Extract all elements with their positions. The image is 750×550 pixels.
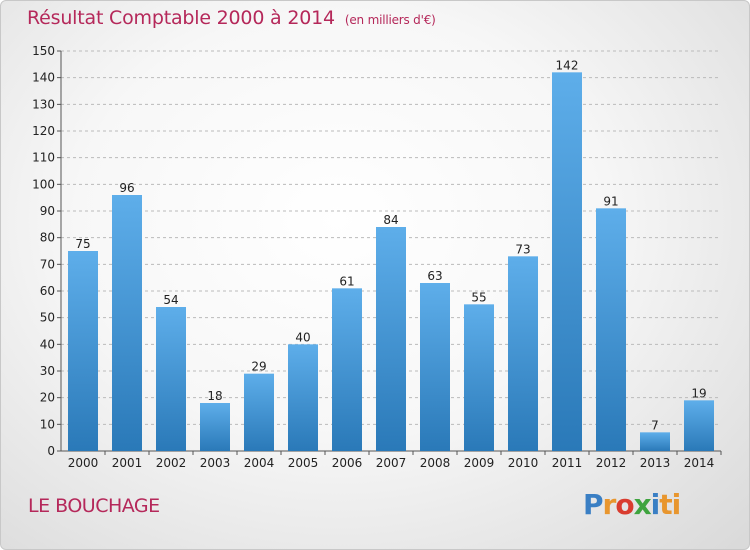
y-tick-label: 0 xyxy=(47,444,55,458)
bar-2007 xyxy=(376,227,406,451)
y-tick-label: 70 xyxy=(40,257,55,271)
bar-2012 xyxy=(596,208,626,451)
x-tick-label-2013: 2013 xyxy=(640,456,671,470)
value-label-2009: 55 xyxy=(471,290,486,304)
x-tick-label-2008: 2008 xyxy=(420,456,451,470)
bar-2006 xyxy=(332,288,362,451)
value-label-2000: 75 xyxy=(75,237,90,251)
x-tick-label-2004: 2004 xyxy=(244,456,275,470)
value-label-2005: 40 xyxy=(295,330,310,344)
bar-2014 xyxy=(684,400,714,451)
y-tick-label: 40 xyxy=(40,337,55,351)
value-label-2002: 54 xyxy=(163,293,178,307)
bar-2008 xyxy=(420,283,450,451)
value-label-2011: 142 xyxy=(556,58,579,72)
value-label-2013: 7 xyxy=(651,418,659,432)
x-tick-label-2005: 2005 xyxy=(288,456,319,470)
bar-2001 xyxy=(112,195,142,451)
bar-2013 xyxy=(640,432,670,451)
x-tick-label-2007: 2007 xyxy=(376,456,407,470)
bar-2000 xyxy=(68,251,98,451)
x-tick-label-2002: 2002 xyxy=(156,456,187,470)
tick-labels: 0 10 20 30 40 50 60 70 80 90 100 110 120 130 140 150 200… xyxy=(32,44,714,470)
x-tick-label-2006: 2006 xyxy=(332,456,363,470)
x-tick-label-2014: 2014 xyxy=(684,456,715,470)
y-tick-label: 140 xyxy=(32,71,55,85)
y-tick-label: 90 xyxy=(40,204,55,218)
location-name: LE BOUCHAGE xyxy=(28,495,160,517)
value-labels: 75 96 54 18 29 40 61 84 63 55 73 142 91 7 19 xyxy=(75,58,706,432)
bar-2003 xyxy=(200,403,230,451)
x-tick-label-2010: 2010 xyxy=(508,456,539,470)
x-tick-label-2003: 2003 xyxy=(200,456,231,470)
bar-2002 xyxy=(156,307,186,451)
y-tick-label: 60 xyxy=(40,284,55,298)
y-tick-label: 50 xyxy=(40,311,55,325)
chart-title-text: Résultat Comptable 2000 à 2014 xyxy=(27,7,335,29)
bar-2009 xyxy=(464,304,494,451)
x-tick-label-2001: 2001 xyxy=(112,456,143,470)
x-tick-label-2009: 2009 xyxy=(464,456,495,470)
y-tick-label: 120 xyxy=(32,124,55,138)
y-tick-label: 80 xyxy=(40,231,55,245)
y-tick-label: 100 xyxy=(32,177,55,191)
y-tick-label: 110 xyxy=(32,151,55,165)
y-tick-label: 20 xyxy=(40,391,55,405)
bar-2011 xyxy=(552,72,582,451)
bar-2010 xyxy=(508,256,538,451)
bar-2004 xyxy=(244,373,274,451)
chart-title: Résultat Comptable 2000 à 2014 (en millie… xyxy=(27,7,436,29)
proxiti-logo: Proxiti xyxy=(583,488,681,521)
value-label-2010: 73 xyxy=(515,242,530,256)
value-label-2006: 61 xyxy=(339,274,354,288)
y-tick-label: 150 xyxy=(32,44,55,58)
value-label-2012: 91 xyxy=(603,194,618,208)
bars xyxy=(68,72,714,451)
value-label-2003: 18 xyxy=(207,389,222,403)
value-label-2014: 19 xyxy=(691,386,706,400)
chart-unit: (en milliers d'€) xyxy=(344,13,436,27)
x-tick-label-2000: 2000 xyxy=(68,456,99,470)
y-tick-label: 10 xyxy=(40,417,55,431)
value-label-2004: 29 xyxy=(251,360,266,374)
value-label-2008: 63 xyxy=(427,269,442,283)
value-label-2001: 96 xyxy=(119,181,134,195)
value-label-2007: 84 xyxy=(383,213,398,227)
y-tick-label: 30 xyxy=(40,364,55,378)
bar-2005 xyxy=(288,344,318,451)
x-tick-label-2011: 2011 xyxy=(552,456,583,470)
y-tick-label: 130 xyxy=(32,97,55,111)
x-tick-label-2012: 2012 xyxy=(596,456,627,470)
